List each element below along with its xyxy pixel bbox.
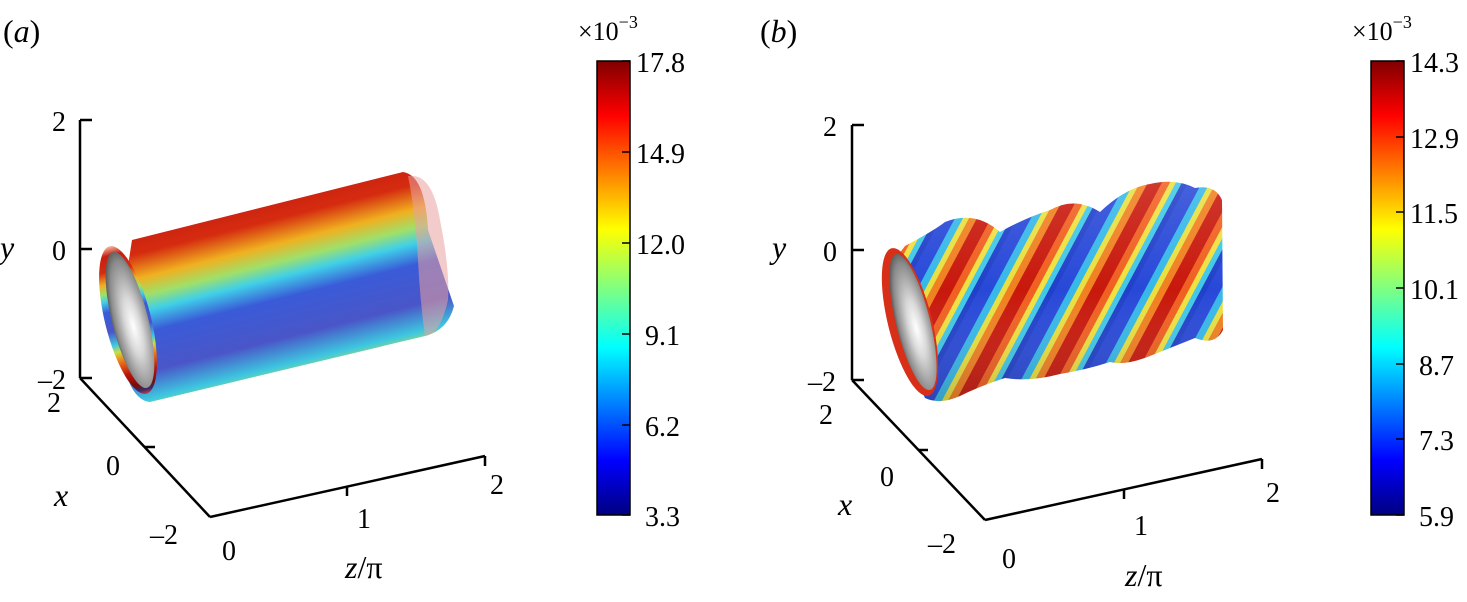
panel-b-x-tick-bottom: –2 [927,529,956,560]
panel-b-colorbar-tick-4: 8.7 [1419,351,1454,382]
panel-a-x-tick-bottom: –2 [149,520,178,551]
panel-a-x-tick-mid: 0 [106,451,120,482]
panel-b-z-tick-2: 2 [1266,478,1280,509]
panel-b-cylinder-surface [881,181,1223,402]
panel-a-label: (a) [3,13,40,49]
panel-b-z-tick-1: 1 [1134,511,1148,542]
panel-a-y-axis-label: y [0,229,15,265]
panel-b-colorbar-tick-6: 5.9 [1419,502,1454,533]
panel-b-x-axis-label: x [837,486,852,522]
panel-a-x-axis-label: x [53,477,68,513]
panel-b-x-tick-mid: 0 [880,462,894,493]
panel-b-x-tick-top: 2 [819,400,833,431]
panel-b-colorbar-multiplier: ×10−3 [1352,12,1412,46]
panel-a-z-axis-label: z/π [344,549,383,585]
panel-b-y-tick-bottom: –2 [807,367,836,398]
panel-a-cylinder-interior [105,251,155,389]
panel-b-axes [850,123,1264,522]
panel-b-cylinder-interior [889,253,937,391]
panel-a-y-tick-bottom: –2 [37,365,66,396]
panel-a-colorbar-multiplier: ×10−3 [578,12,638,46]
panel-b-y-tick-mid: 0 [823,237,837,268]
panel-a-colorbar-tick-3: 9.1 [645,321,680,352]
panel-a-colorbar-tick-0: 17.8 [636,48,685,79]
panel-b-colorbar-tick-0: 14.3 [1410,48,1459,79]
panel-b-colorbar: ×10−3 14.3 12.9 11.5 10.1 8.7 7.3 5.9 [1352,12,1459,533]
panel-b-y-axis-label: y [769,229,787,265]
panel-a-colorbar-tick-1: 14.9 [636,139,685,170]
panel-b-z-tick-0: 0 [1002,544,1016,575]
panel-a-z-tick-2: 2 [490,470,504,501]
panel-b-colorbar-tick-3: 10.1 [1410,275,1459,306]
panel-b-y-tick-top: 2 [823,112,837,143]
panel-b-colorbar-tick-1: 12.9 [1410,124,1459,155]
panel-a-colorbar: ×10−3 17.8 14.9 12.0 9.1 6.2 3.3 [578,12,685,533]
panel-b-label: (b) [760,13,797,49]
panel-a: (a) 2 0 –2 y 2 0 –2 x [0,12,685,585]
panel-a-x-tick-top: 2 [47,388,61,419]
panel-a-y-tick-top: 2 [52,107,66,138]
panel-b-z-axis-label: z/π [1124,557,1163,593]
panel-b: (b) 2 0 –2 y 2 0 –2 x 0 [760,12,1459,593]
panel-a-colorbar-tick-4: 6.2 [645,412,680,443]
panel-b-colorbar-tick-2: 11.5 [1410,199,1458,230]
panel-a-axes [78,118,487,519]
panel-a-z-tick-0: 0 [222,536,236,567]
panel-a-z-tick-1: 1 [357,504,371,535]
panel-a-y-tick-mid: 0 [52,236,66,267]
panel-a-colorbar-tick-5: 3.3 [645,502,680,533]
panel-a-cylinder-surface [99,172,454,402]
panel-a-colorbar-tick-2: 12.0 [636,230,685,261]
panel-b-colorbar-tick-5: 7.3 [1419,426,1454,457]
